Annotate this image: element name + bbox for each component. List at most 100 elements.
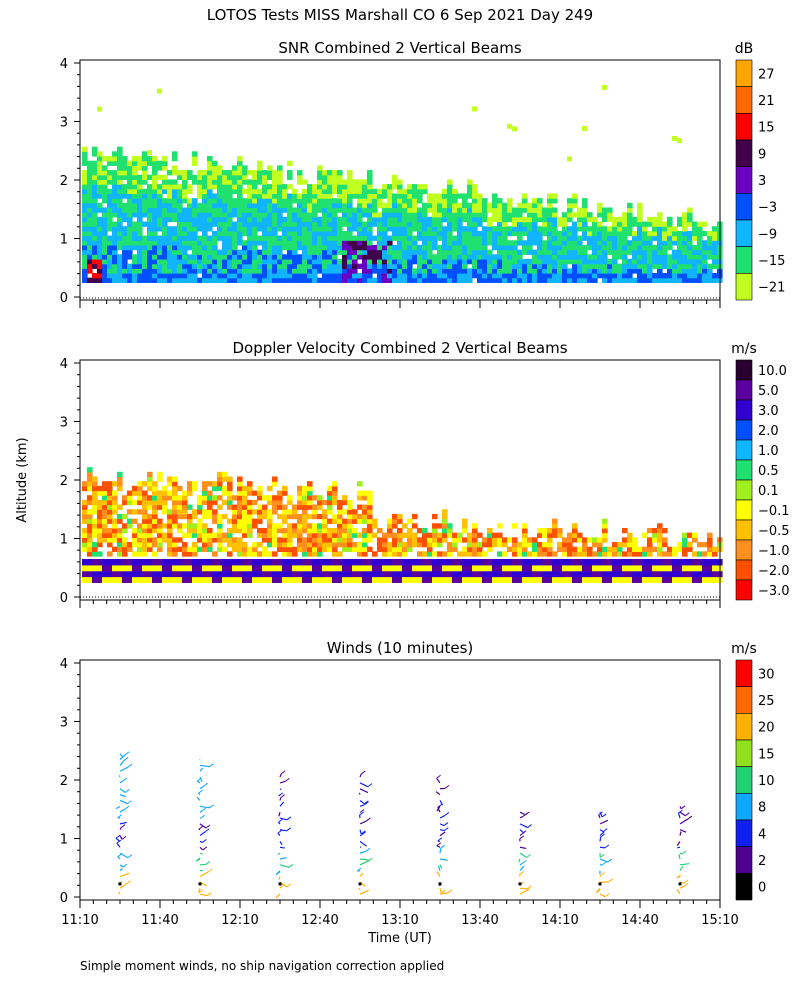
snr-cell	[127, 230, 133, 237]
doppler-cell	[167, 551, 173, 557]
wind-barb-flag	[288, 863, 294, 868]
snr-cell	[212, 254, 218, 260]
snr-cell	[252, 170, 258, 176]
doppler-cell	[512, 570, 518, 578]
doppler-cell	[92, 485, 98, 492]
snr-cell	[487, 263, 493, 269]
doppler-cell	[547, 564, 553, 572]
doppler-cell	[257, 495, 263, 501]
doppler-cell	[552, 570, 558, 578]
snr-cell	[437, 230, 443, 237]
snr-cell	[637, 202, 643, 209]
snr-cell	[527, 202, 533, 209]
doppler-cell	[392, 537, 398, 543]
snr-cell	[462, 244, 468, 251]
doppler-cell	[312, 551, 318, 557]
snr-cell	[397, 179, 403, 185]
snr-cell	[187, 277, 193, 283]
doppler-cell	[292, 576, 298, 583]
snr-cell	[707, 254, 713, 260]
snr-cell	[672, 263, 678, 269]
doppler-cell	[532, 558, 538, 566]
snr-cell	[662, 244, 668, 251]
doppler-cell	[142, 513, 148, 520]
snr-cell	[497, 212, 503, 218]
doppler-cell	[397, 518, 403, 524]
doppler-cell	[112, 558, 118, 566]
snr-cell	[107, 268, 113, 274]
wind-barb-flag	[359, 809, 365, 813]
wind-barb-flag	[124, 751, 130, 756]
snr-cell	[627, 226, 633, 232]
doppler-cell	[282, 504, 288, 510]
snr-cell	[132, 235, 138, 241]
snr-cell	[267, 240, 273, 246]
snr-cell	[262, 254, 268, 260]
snr-cell	[237, 188, 243, 195]
doppler-cell	[582, 576, 588, 583]
doppler-cell	[342, 527, 348, 534]
doppler-cell	[382, 551, 388, 557]
wind-barb	[679, 818, 689, 825]
snr-cell	[267, 198, 273, 204]
snr-cell	[262, 221, 268, 227]
doppler-cell	[312, 570, 318, 578]
doppler-cell	[222, 476, 228, 482]
doppler-cell	[512, 537, 518, 543]
snr-cell	[197, 202, 203, 209]
snr-cell	[332, 212, 338, 218]
snr-cell	[397, 207, 403, 213]
doppler-cell	[437, 564, 443, 572]
doppler-cell	[292, 570, 298, 578]
snr-cell	[487, 254, 493, 260]
snr-cell	[237, 193, 243, 199]
snr-cell	[267, 254, 273, 260]
snr-cell	[292, 193, 298, 199]
doppler-cell	[222, 532, 228, 538]
wind-barb	[119, 794, 127, 798]
doppler-cell	[177, 564, 183, 572]
snr-cell	[217, 263, 223, 269]
snr-cell	[92, 226, 98, 232]
snr-cell	[512, 126, 517, 132]
doppler-cell	[632, 558, 638, 566]
snr-cell	[227, 263, 233, 269]
snr-cell	[172, 165, 178, 171]
snr-cell	[87, 174, 93, 181]
snr-cell	[547, 240, 553, 246]
snr-cell	[142, 277, 148, 283]
doppler-cell	[712, 546, 718, 552]
doppler-cell	[157, 523, 163, 529]
snr-cell	[702, 244, 708, 251]
wind-barb	[279, 884, 284, 889]
doppler-cell	[642, 551, 648, 557]
doppler-cell	[142, 570, 148, 578]
doppler-cell	[322, 518, 328, 524]
snr-cell	[532, 273, 538, 279]
winds-field	[115, 751, 693, 899]
doppler-cell	[392, 551, 398, 557]
snr-cell	[607, 230, 613, 237]
wind-barb	[119, 883, 127, 889]
snr-cell	[412, 212, 418, 218]
snr-cell	[557, 235, 563, 241]
doppler-cell	[357, 564, 363, 572]
snr-cell	[162, 249, 168, 255]
snr-cell	[372, 235, 378, 241]
doppler-cell	[167, 509, 173, 515]
doppler-cell	[522, 523, 528, 529]
snr-cell	[497, 244, 503, 251]
snr-cell	[627, 230, 633, 237]
wind-barb-flag	[205, 824, 211, 829]
snr-cell	[282, 230, 288, 237]
doppler-cell	[347, 518, 353, 524]
snr-cell	[147, 216, 153, 223]
snr-cell	[317, 207, 323, 213]
wind-barb-flag	[286, 827, 291, 832]
snr-cell	[132, 202, 138, 209]
doppler-cell	[87, 564, 93, 572]
snr-cell	[582, 226, 588, 232]
snr-cell	[427, 221, 433, 227]
snr-cell	[527, 273, 533, 279]
snr-cell	[472, 235, 478, 241]
